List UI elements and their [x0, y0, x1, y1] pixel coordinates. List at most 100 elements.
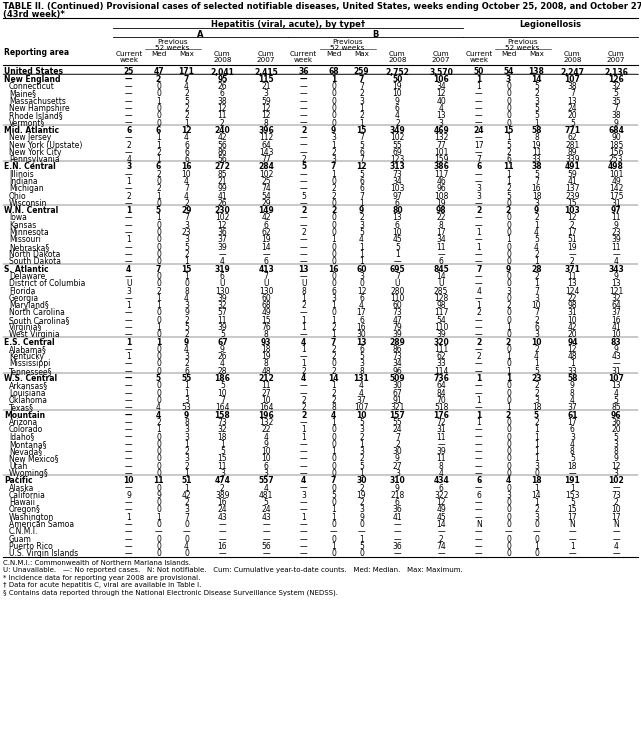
Text: New England: New England [4, 74, 60, 83]
Text: 1: 1 [126, 206, 131, 215]
Text: 3: 3 [534, 294, 539, 303]
Text: 62: 62 [437, 352, 446, 361]
Text: 9: 9 [395, 454, 400, 463]
Text: 85: 85 [217, 170, 227, 179]
Text: 2: 2 [301, 228, 306, 237]
Text: —: — [300, 235, 308, 244]
Text: —: — [475, 484, 483, 493]
Text: 2: 2 [156, 287, 161, 296]
Text: 38: 38 [217, 97, 227, 106]
Text: 0: 0 [331, 199, 336, 208]
Text: 2: 2 [184, 359, 189, 368]
Text: —: — [300, 250, 308, 259]
Text: 56: 56 [262, 542, 271, 551]
Text: 6: 6 [184, 367, 189, 376]
Text: 5: 5 [301, 192, 306, 201]
Text: 1: 1 [534, 119, 539, 128]
Text: 55: 55 [392, 141, 403, 150]
Text: New York (Upstate): New York (Upstate) [9, 141, 83, 150]
Text: 19: 19 [567, 243, 577, 252]
Text: 2: 2 [534, 272, 539, 281]
Text: Nevada§: Nevada§ [9, 447, 42, 456]
Text: 96: 96 [611, 411, 621, 420]
Text: 36: 36 [392, 505, 403, 514]
Text: 6: 6 [476, 476, 481, 485]
Text: —: — [219, 549, 226, 558]
Text: Previous
52 weeks: Previous 52 weeks [505, 39, 540, 51]
Text: 5: 5 [570, 498, 575, 507]
Text: 6: 6 [438, 484, 444, 493]
Text: 16: 16 [181, 162, 192, 171]
Text: 2: 2 [506, 148, 511, 157]
Text: 18: 18 [218, 432, 227, 441]
Text: 25: 25 [262, 177, 271, 186]
Text: 389: 389 [215, 491, 229, 500]
Text: 24: 24 [567, 104, 577, 113]
Text: 6: 6 [359, 184, 364, 193]
Text: —: — [219, 527, 226, 536]
Text: —: — [125, 323, 133, 332]
Text: * Incidence data for reporting year 2008 are provisional.: * Incidence data for reporting year 2008… [3, 575, 201, 581]
Text: 319: 319 [215, 265, 230, 274]
Text: 2: 2 [534, 89, 539, 99]
Text: —: — [125, 308, 133, 317]
Text: 10: 10 [612, 505, 621, 514]
Text: —: — [612, 484, 620, 493]
Text: 8: 8 [613, 447, 619, 456]
Text: 10: 10 [262, 454, 271, 463]
Text: 1: 1 [156, 141, 161, 150]
Text: Hepatitis (viral, acute), by type†: Hepatitis (viral, acute), by type† [211, 20, 365, 29]
Text: 2: 2 [301, 206, 306, 215]
Text: Cum
2008: Cum 2008 [213, 51, 231, 63]
Text: 9: 9 [359, 206, 364, 215]
Text: 54: 54 [262, 192, 271, 201]
Text: 9: 9 [156, 491, 161, 500]
Text: 112: 112 [259, 133, 273, 142]
Text: 2: 2 [476, 206, 481, 215]
Text: 2: 2 [359, 111, 364, 120]
Text: 73: 73 [392, 308, 403, 317]
Text: 5: 5 [395, 243, 400, 252]
Text: 107: 107 [354, 403, 369, 412]
Text: 37: 37 [567, 403, 578, 412]
Text: 4: 4 [534, 243, 539, 252]
Text: 10: 10 [392, 89, 402, 99]
Text: 1: 1 [506, 133, 511, 142]
Text: 1: 1 [156, 323, 161, 332]
Text: 7: 7 [331, 476, 336, 485]
Text: —: — [125, 454, 133, 463]
Text: 0: 0 [156, 535, 161, 544]
Text: 2: 2 [331, 396, 336, 405]
Text: 15: 15 [181, 265, 192, 274]
Text: Cum
2007: Cum 2007 [607, 51, 626, 63]
Text: 16: 16 [217, 498, 227, 507]
Text: 1: 1 [331, 316, 336, 325]
Text: —: — [300, 454, 308, 463]
Text: 1: 1 [534, 447, 539, 456]
Text: Med: Med [326, 51, 341, 57]
Text: 3: 3 [331, 133, 336, 142]
Text: 21: 21 [262, 82, 271, 91]
Text: Minnesota: Minnesota [9, 228, 49, 237]
Text: 0: 0 [331, 119, 336, 128]
Text: 17: 17 [356, 308, 366, 317]
Text: 47: 47 [153, 68, 164, 77]
Text: —: — [125, 330, 133, 339]
Text: 4: 4 [126, 265, 131, 274]
Text: —: — [300, 381, 308, 390]
Text: —: — [300, 352, 308, 361]
Text: Current
week: Current week [290, 51, 317, 63]
Text: 8: 8 [263, 119, 269, 128]
Text: 130: 130 [215, 287, 229, 296]
Text: 62: 62 [567, 133, 577, 142]
Text: 4: 4 [438, 104, 444, 113]
Text: —: — [437, 549, 445, 558]
Text: 73: 73 [217, 418, 228, 427]
Text: 3: 3 [126, 287, 131, 296]
Text: 37: 37 [217, 235, 228, 244]
Text: 64: 64 [612, 301, 621, 310]
Text: Cum
2008: Cum 2008 [563, 51, 581, 63]
Text: 0: 0 [184, 535, 189, 544]
Text: 41: 41 [392, 513, 402, 522]
Text: 1: 1 [506, 403, 511, 412]
